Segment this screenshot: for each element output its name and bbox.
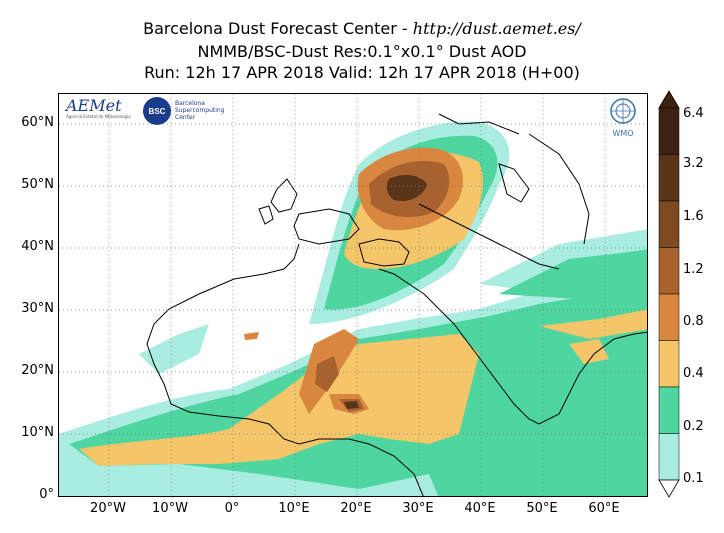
colorbar-label: 0.4 bbox=[683, 366, 704, 381]
colorbar-segment bbox=[658, 154, 680, 202]
bsc-logo: BSC Barcelona Supercomputing Center bbox=[142, 96, 232, 126]
colorbar-label: 6.4 bbox=[683, 106, 704, 121]
lon-tick: 10°E bbox=[278, 501, 310, 516]
title-line-1: Barcelona Dust Forecast Center - http://… bbox=[0, 19, 724, 39]
bsc-logo-mark: BSC bbox=[143, 97, 171, 125]
colorbar-segment bbox=[658, 386, 680, 434]
lon-tick: 50°E bbox=[526, 501, 558, 516]
coastlines bbox=[146, 113, 647, 496]
colorbar-label: 1.6 bbox=[683, 209, 704, 224]
lon-tick: 60°E bbox=[588, 501, 620, 516]
colorbar-label: 0.1 bbox=[683, 471, 704, 486]
dust-aod-map bbox=[59, 94, 647, 496]
lon-tick: 20°W bbox=[90, 501, 126, 516]
aemet-logo-text: AEMet bbox=[66, 96, 122, 115]
title-center: Barcelona Dust Forecast Center - bbox=[143, 19, 413, 38]
lat-tick: 40°N bbox=[21, 239, 54, 254]
colorbar-segment bbox=[658, 200, 680, 248]
colorbar-segment bbox=[658, 107, 680, 155]
title-line-2: NMMB/BSC-Dust Res:0.1°x0.1° Dust AOD bbox=[197, 42, 527, 61]
colorbar-segments bbox=[658, 107, 680, 481]
wmo-emblem-icon bbox=[610, 98, 636, 124]
colorbar-segment bbox=[658, 340, 680, 388]
colorbar-label: 3.2 bbox=[683, 156, 704, 171]
colorbar-label: 0.2 bbox=[683, 419, 704, 434]
lat-tick: 20°N bbox=[21, 363, 54, 378]
colorbar-segment bbox=[658, 293, 680, 341]
colorbar-segment bbox=[658, 247, 680, 295]
lon-tick: 40°E bbox=[464, 501, 496, 516]
lat-tick: 10°N bbox=[21, 425, 54, 440]
lat-tick: 30°N bbox=[21, 301, 54, 316]
lon-tick: 20°E bbox=[340, 501, 372, 516]
aemet-logo: AEMet Agencia Estatal de Meteorología bbox=[66, 97, 132, 125]
aod-level-3-2 bbox=[344, 174, 427, 409]
aemet-logo-subtext: Agencia Estatal de Meteorología bbox=[66, 114, 131, 119]
wmo-logo-text: WMO bbox=[612, 129, 634, 138]
lon-tick: 10°W bbox=[152, 501, 188, 516]
lon-tick: 0° bbox=[224, 501, 240, 516]
lat-tick: 0° bbox=[39, 487, 54, 502]
bsc-logo-letters: BSC bbox=[149, 107, 166, 116]
lat-tick: 50°N bbox=[21, 177, 54, 192]
colorbar-label: 1.2 bbox=[683, 262, 704, 277]
lon-tick: 30°E bbox=[402, 501, 434, 516]
colorbar-segment bbox=[658, 433, 680, 481]
title-line-3: Run: 12h 17 APR 2018 Valid: 12h 17 APR 2… bbox=[144, 63, 580, 82]
colorbar-over-triangle bbox=[658, 90, 680, 109]
title-url: http://dust.aemet.es/ bbox=[412, 19, 581, 38]
gridlines bbox=[59, 94, 647, 496]
bsc-logo-name: Barcelona Supercomputing Center bbox=[175, 100, 225, 121]
colorbar bbox=[658, 90, 680, 498]
colorbar-under-triangle bbox=[658, 479, 680, 498]
lat-tick: 60°N bbox=[21, 115, 54, 130]
wmo-logo: WMO bbox=[607, 97, 639, 138]
colorbar-label: 0.8 bbox=[683, 314, 704, 329]
map-panel bbox=[58, 93, 648, 497]
